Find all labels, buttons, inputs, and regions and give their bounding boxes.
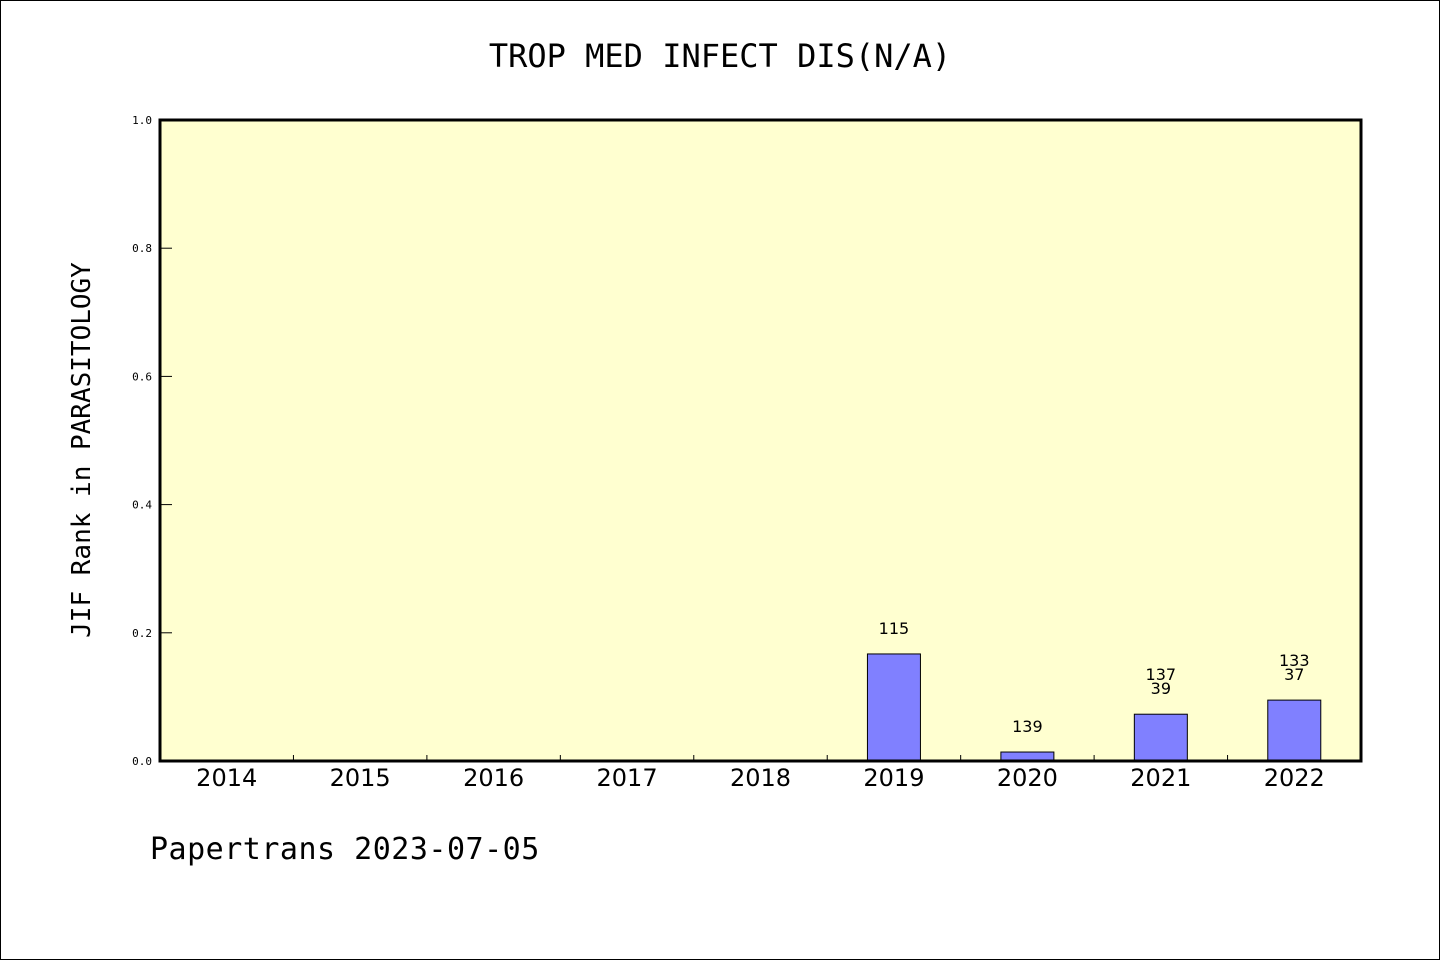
plot-area [160, 120, 1361, 761]
x-tick-label: 2018 [730, 764, 791, 792]
x-tick-label: 2017 [597, 764, 658, 792]
bar-data-label: 37 [1284, 665, 1304, 684]
x-tick-label: 2015 [330, 764, 391, 792]
x-tick-label: 2020 [997, 764, 1058, 792]
footer-text: Papertrans 2023-07-05 [150, 832, 540, 867]
x-tick-label: 2014 [196, 764, 257, 792]
x-tick-label: 2022 [1264, 764, 1325, 792]
bar-data-label: 139 [1012, 717, 1043, 736]
plot-frame [158, 118, 1363, 763]
bar-2022 [1267, 699, 1322, 762]
y-tick-label: 1.0 [132, 114, 152, 127]
x-tick-label: 2016 [463, 764, 524, 792]
y-tick-label: 0.4 [132, 499, 152, 512]
y-tick-label: 0.2 [132, 627, 152, 640]
x-tick-label: 2019 [863, 764, 924, 792]
y-tick-label: 0.0 [132, 755, 152, 768]
y-tick-label: 0.8 [132, 242, 152, 255]
bar-data-label: 133 [1279, 651, 1310, 670]
y-axis-label: JIF Rank in PARASITOLOGY [67, 262, 97, 638]
chart-title: TROP MED INFECT DIS(N/A) [489, 37, 951, 75]
x-tick-labels: 2014 2015 2016 2017 2018 2019 2020 2021 2022 [196, 764, 1325, 792]
x-tick-label: 2021 [1130, 764, 1191, 792]
bar-data-label: 137 [1146, 665, 1177, 684]
bar-data-label: 115 [879, 619, 910, 638]
bar-2021 [1133, 713, 1188, 762]
y-tick-label: 0.6 [132, 370, 152, 383]
bars [866, 653, 1322, 762]
bar-2019 [866, 653, 921, 762]
bar-data-label: 39 [1151, 679, 1171, 698]
